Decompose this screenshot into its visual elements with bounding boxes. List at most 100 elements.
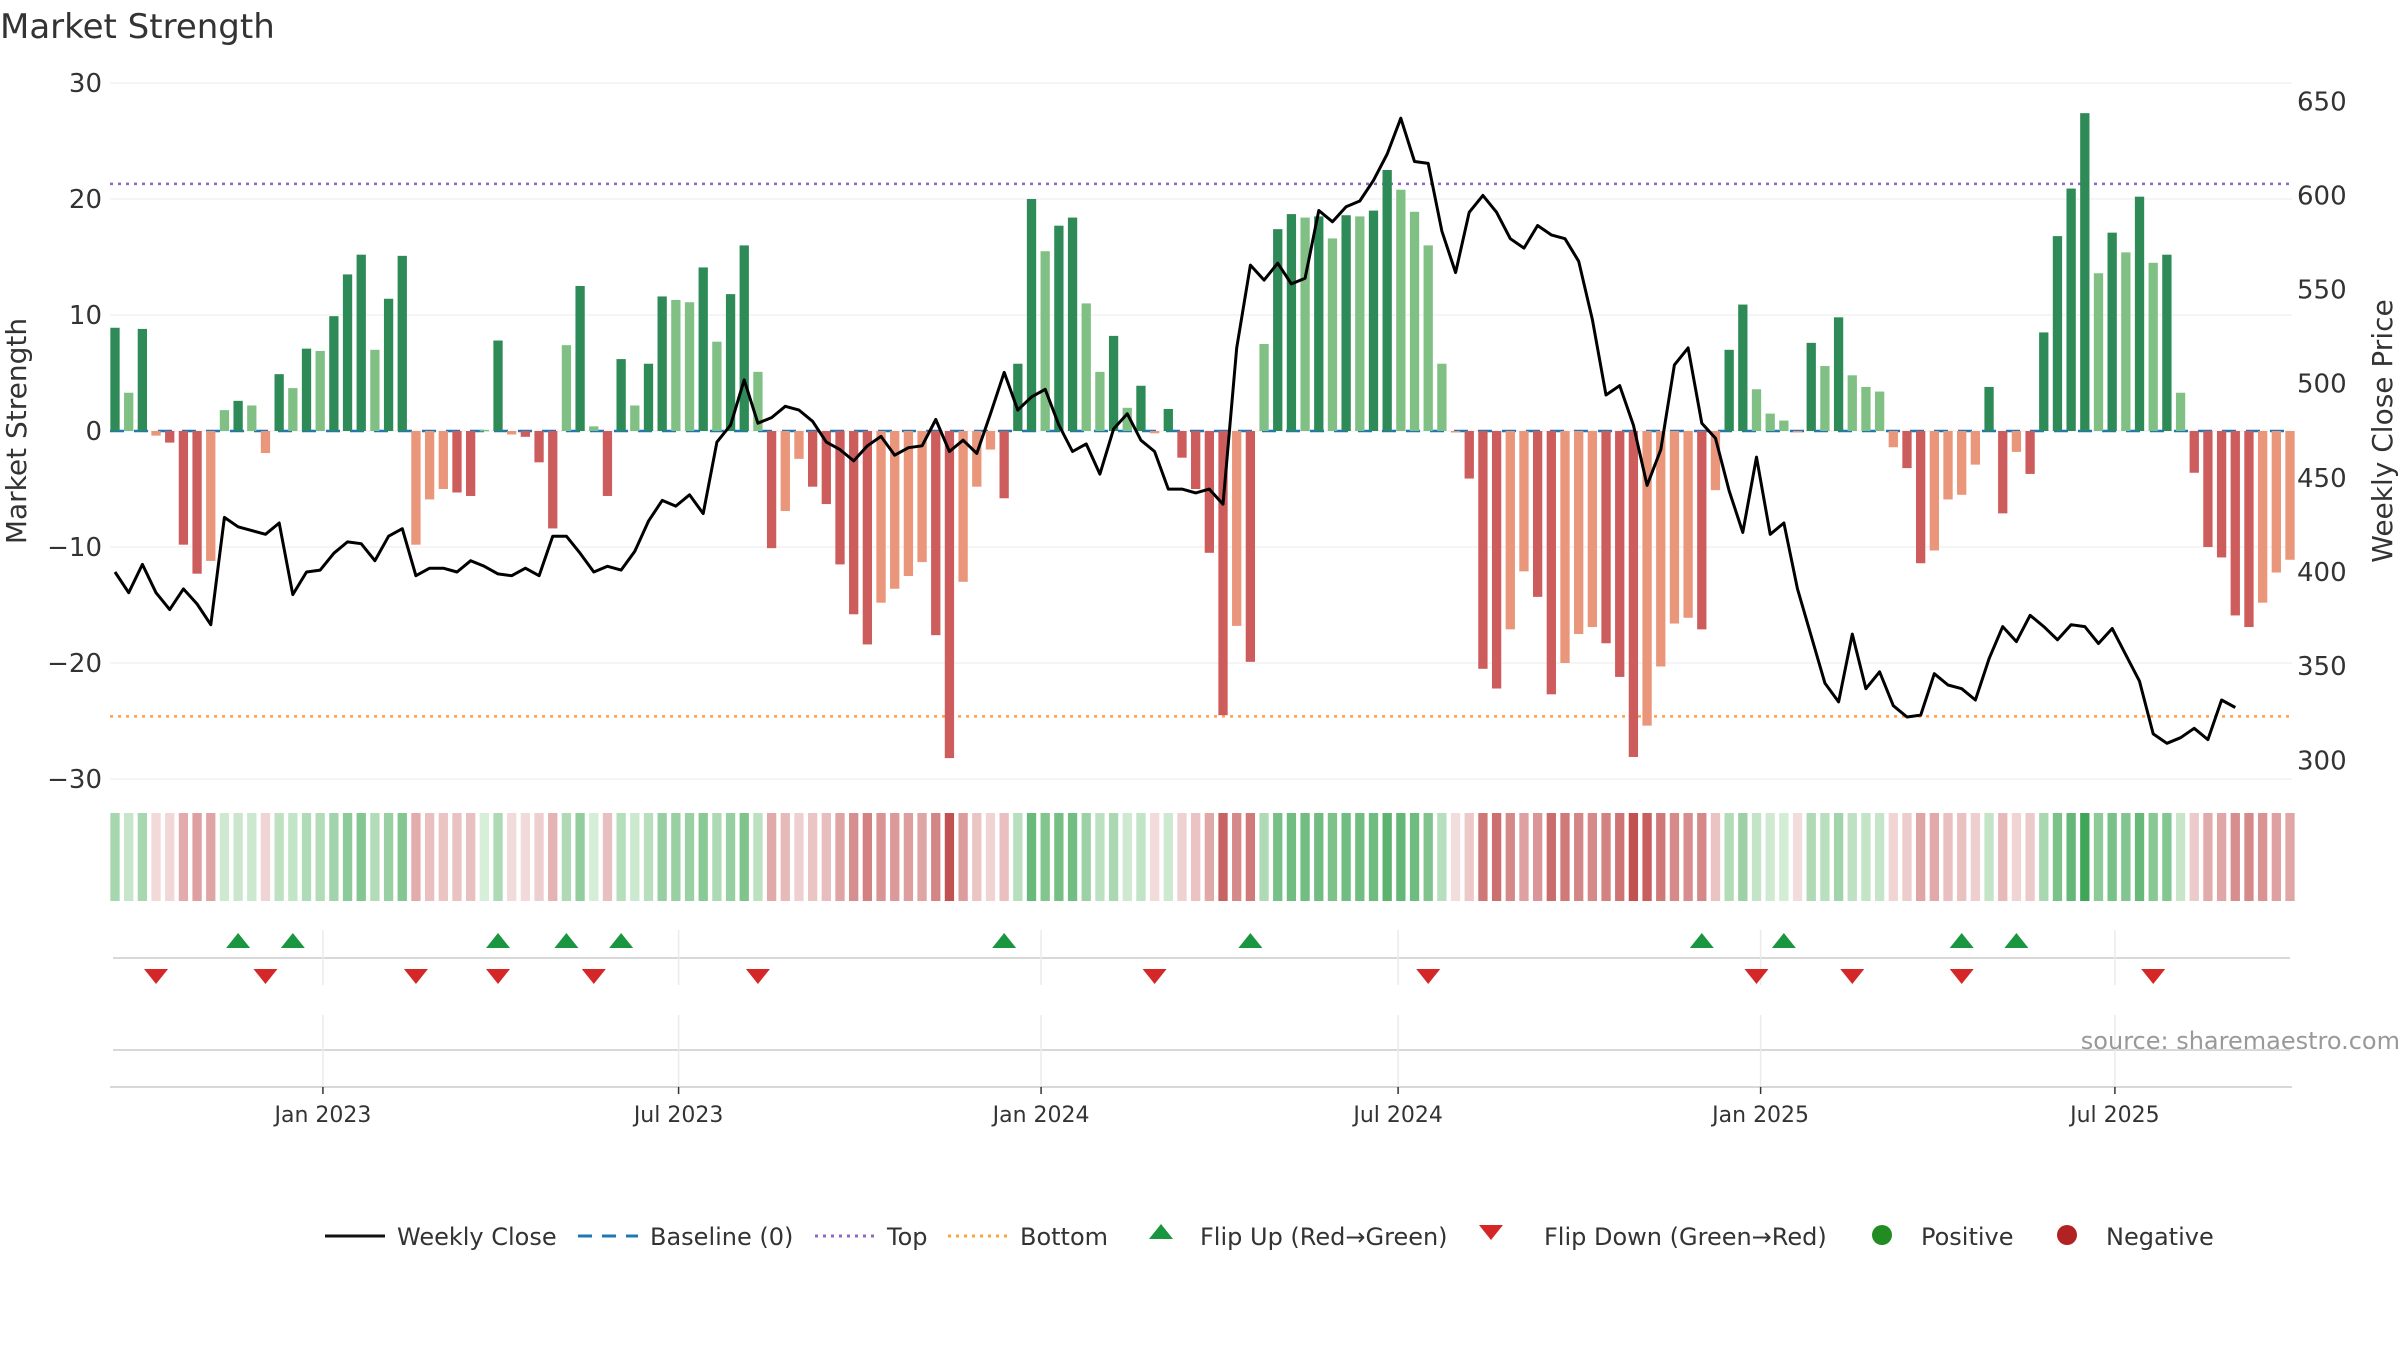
heat-cell (329, 813, 339, 901)
strength-bar (1382, 170, 1392, 431)
heat-cell (2244, 813, 2254, 901)
heat-cell (1286, 813, 1297, 901)
heat-cell (1970, 813, 1981, 901)
heat-cell (958, 813, 968, 901)
right-tick-label: 650 (2297, 87, 2347, 117)
strength-bar (2093, 273, 2104, 431)
heat-cell (1628, 813, 1639, 901)
strength-bar (1259, 344, 1269, 431)
heat-cell (520, 813, 531, 901)
strength-bar (602, 431, 613, 496)
flip-up-marker (280, 933, 305, 948)
heat-cell (903, 813, 914, 901)
strength-bar (1423, 245, 1433, 431)
strength-bar (1368, 210, 1379, 431)
heat-cell (712, 813, 722, 901)
legend-item-baseline: Baseline (0) (578, 1223, 793, 1251)
strength-bar (411, 431, 421, 545)
strength-bar (1601, 431, 1611, 644)
x-tick-label: Jul 2024 (1351, 1103, 1443, 1128)
strength-bar (219, 410, 230, 431)
strength-bar (1574, 431, 1584, 634)
heat-cell (1204, 813, 1214, 901)
strength-bar (1450, 431, 1461, 433)
heat-cell (1026, 813, 1037, 901)
heat-cell (260, 813, 271, 901)
strength-bar (1218, 431, 1228, 716)
strength-bar (1861, 386, 1871, 431)
heat-cell (972, 813, 982, 901)
legend-label: Negative (2106, 1223, 2214, 1251)
legend-item-flip-down: Flip Down (Green→Red) (1479, 1223, 1827, 1251)
strength-bar (2189, 431, 2199, 473)
legend-label: Positive (1921, 1223, 2014, 1251)
heat-cell (1587, 813, 1598, 901)
strength-bars (110, 113, 2295, 759)
strength-bar (807, 431, 818, 487)
x-tick-label: Jan 2025 (1710, 1103, 1809, 1128)
heat-cell (890, 813, 900, 901)
strength-bar (1437, 363, 1447, 431)
left-tick-label: −20 (47, 649, 102, 679)
source-label: source: sharemaestro.com (2081, 1027, 2400, 1055)
strength-bar (698, 267, 708, 431)
strength-bar (493, 340, 503, 431)
flip-up-marker (1771, 933, 1796, 948)
strength-bar (1177, 431, 1187, 458)
heat-cell (2025, 813, 2035, 901)
legend-item-positive: Positive (1872, 1223, 2014, 1251)
strength-bar (1669, 431, 1680, 624)
legend-item-bottom: Bottom (948, 1223, 1108, 1251)
heat-cell (2257, 813, 2268, 901)
heat-cell (2066, 813, 2076, 901)
strength-bar (2066, 188, 2076, 431)
x-tick-label: Jan 2023 (272, 1103, 371, 1128)
flip-up-marker (609, 933, 634, 948)
strength-bar (876, 431, 886, 603)
strength-bar (1341, 215, 1351, 431)
strength-bar (753, 371, 763, 431)
heat-cell (1396, 813, 1406, 901)
strength-bar (1560, 431, 1570, 663)
strength-bar (1108, 335, 1119, 431)
right-axis: 650 600 550 500 450 400 350 300 (2297, 87, 2347, 776)
strength-bar (944, 431, 955, 759)
heat-cell (1792, 813, 1803, 901)
heat-cell (917, 813, 927, 901)
strength-bar (630, 405, 640, 431)
heat-cell (424, 813, 435, 901)
left-tick-label: 0 (85, 417, 102, 447)
strength-bar (1943, 431, 1953, 500)
strength-bar (548, 431, 558, 529)
heat-cell (2175, 813, 2186, 901)
heat-cell (315, 813, 325, 901)
right-axis-label: Weekly Close Price (2366, 299, 2399, 562)
strength-bar (1232, 431, 1242, 626)
heat-cell (274, 813, 284, 901)
heat-cell (1560, 813, 1570, 901)
legend-label: Bottom (1020, 1223, 1108, 1251)
heat-cell (1806, 813, 1816, 901)
left-axis-label: Market Strength (0, 318, 33, 544)
strength-bar (438, 431, 448, 489)
flip-up-marker (1949, 933, 1974, 948)
heat-cell (2285, 813, 2295, 901)
strength-bar (2080, 113, 2090, 431)
strength-bar (2039, 332, 2049, 431)
dot-icon (2057, 1225, 2077, 1245)
strength-bar (1013, 363, 1023, 431)
strength-bar (1532, 431, 1543, 597)
heat-cell (671, 813, 681, 901)
strength-bar (1929, 431, 1939, 551)
strength-bar (1396, 189, 1406, 431)
heat-cell (643, 813, 654, 901)
heat-cell (1861, 813, 1871, 901)
x-tick-label: Jul 2023 (632, 1103, 724, 1128)
strength-bar (1286, 214, 1297, 431)
right-tick-label: 550 (2297, 276, 2347, 306)
strength-bar (2175, 392, 2186, 431)
strength-bar (2257, 431, 2268, 603)
heat-cell (178, 813, 189, 901)
heat-cell (1902, 813, 1912, 901)
